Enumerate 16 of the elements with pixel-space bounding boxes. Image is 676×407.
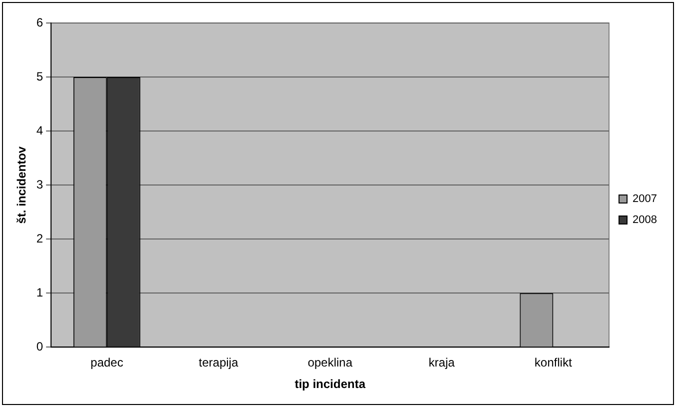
- y-tick-label: 3: [36, 177, 44, 192]
- y-axis-title: št. incidentov: [14, 146, 29, 224]
- x-tick-label: kraja: [428, 356, 455, 370]
- legend-label: 2007: [632, 193, 658, 206]
- y-tick-label: 6: [36, 15, 44, 30]
- y-tick-label: 5: [36, 69, 44, 84]
- x-axis-title: tip incidenta: [294, 377, 366, 392]
- x-tick-label: terapija: [198, 356, 238, 370]
- x-tick-label: konflikt: [534, 356, 573, 370]
- y-tick-label: 4: [36, 123, 44, 138]
- y-tick-label: 0: [36, 340, 44, 354]
- y-tick-label: 1: [36, 285, 44, 300]
- legend-label: 2008: [632, 214, 658, 226]
- y-tick-label: 2: [36, 231, 44, 246]
- x-tick-label: opeklina: [308, 356, 353, 370]
- x-tick-label: padec: [90, 356, 124, 370]
